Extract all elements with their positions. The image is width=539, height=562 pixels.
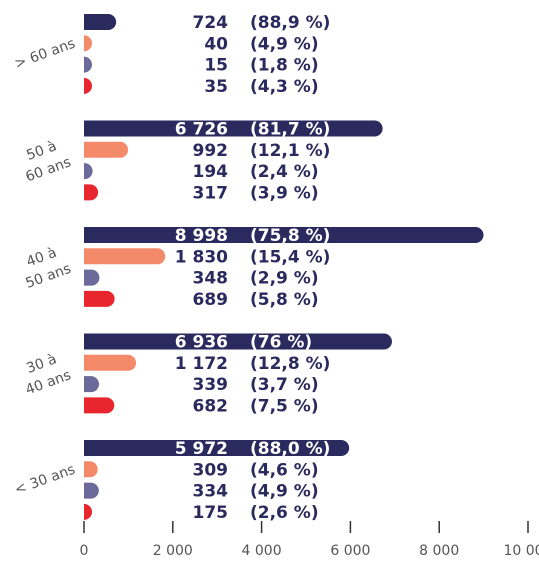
percent-label: (2,4 %) (250, 162, 319, 182)
bar (84, 440, 350, 456)
value-label: 309 (193, 460, 229, 480)
bar (84, 503, 93, 520)
bar (84, 227, 484, 243)
percent-label: (12,1 %) (250, 141, 330, 161)
x-tick-label: 4 000 (242, 543, 282, 559)
percent-label: (5,8 %) (250, 290, 319, 310)
percent-label: (1,8 %) (250, 56, 319, 76)
percent-label: (3,9 %) (250, 183, 319, 203)
x-tick-label: 2 000 (153, 543, 193, 559)
bar (84, 141, 129, 158)
category-label: > 60 ans (13, 36, 78, 73)
value-label: 40 (204, 34, 228, 54)
category-label: 50 à60 ans (24, 138, 74, 185)
bar (84, 120, 383, 137)
percent-label: (76 %) (250, 333, 312, 353)
value-label: 6 726 (175, 120, 228, 140)
bar (84, 397, 115, 414)
value-label: 992 (193, 141, 229, 161)
percent-label: (7,5 %) (250, 396, 319, 416)
bar (84, 354, 137, 371)
percent-label: (4,3 %) (250, 77, 319, 97)
value-label: 6 936 (175, 333, 228, 353)
percent-label: (3,7 %) (250, 375, 319, 395)
bar (84, 290, 115, 307)
bar (84, 184, 99, 201)
category-label-line: < 30 ans (13, 462, 78, 499)
percent-label: (4,9 %) (250, 34, 319, 54)
bar (84, 269, 100, 286)
x-tick-label: 0 (80, 543, 89, 559)
category-label-line: > 60 ans (13, 36, 78, 73)
value-label: 348 (193, 269, 229, 289)
category-label: 40 à50 ans (24, 245, 74, 292)
percent-label: (4,9 %) (250, 482, 319, 502)
value-label: 194 (193, 162, 229, 182)
bar (84, 77, 92, 94)
percent-label: (75,8 %) (250, 226, 330, 246)
bar (84, 56, 92, 73)
value-label: 339 (193, 375, 229, 395)
value-label: 317 (193, 183, 229, 203)
category-label: < 30 ans (13, 462, 78, 499)
bar (84, 248, 166, 265)
percent-label: (15,4 %) (250, 247, 330, 267)
bar (84, 333, 392, 350)
bar (84, 163, 93, 180)
value-label: 5 972 (175, 439, 228, 459)
value-label: 334 (193, 482, 229, 502)
percent-label: (12,8 %) (250, 354, 330, 374)
value-label: 689 (193, 290, 229, 310)
value-label: 15 (204, 56, 228, 76)
value-label: 1 172 (175, 354, 228, 374)
category-label: 30 à40 ans (24, 351, 74, 398)
bar (84, 482, 99, 499)
percent-label: (2,6 %) (250, 503, 319, 523)
percent-label: (88,9 %) (250, 13, 330, 33)
x-tick-label: 10 000 (504, 543, 539, 559)
x-tick-label: 8 000 (419, 543, 459, 559)
percent-label: (4,6 %) (250, 460, 319, 480)
value-label: 724 (193, 13, 229, 33)
bar (84, 35, 92, 52)
value-label: 35 (204, 77, 228, 97)
bar (84, 461, 98, 478)
percent-label: (2,9 %) (250, 269, 319, 289)
percent-label: (88,0 %) (250, 439, 330, 459)
bar (84, 376, 100, 393)
bar (84, 14, 117, 30)
x-tick-label: 6 000 (330, 543, 370, 559)
value-label: 1 830 (175, 247, 228, 267)
value-label: 175 (193, 503, 229, 523)
value-label: 682 (193, 396, 229, 416)
percent-label: (81,7 %) (250, 120, 330, 140)
value-label: 8 998 (175, 226, 228, 246)
